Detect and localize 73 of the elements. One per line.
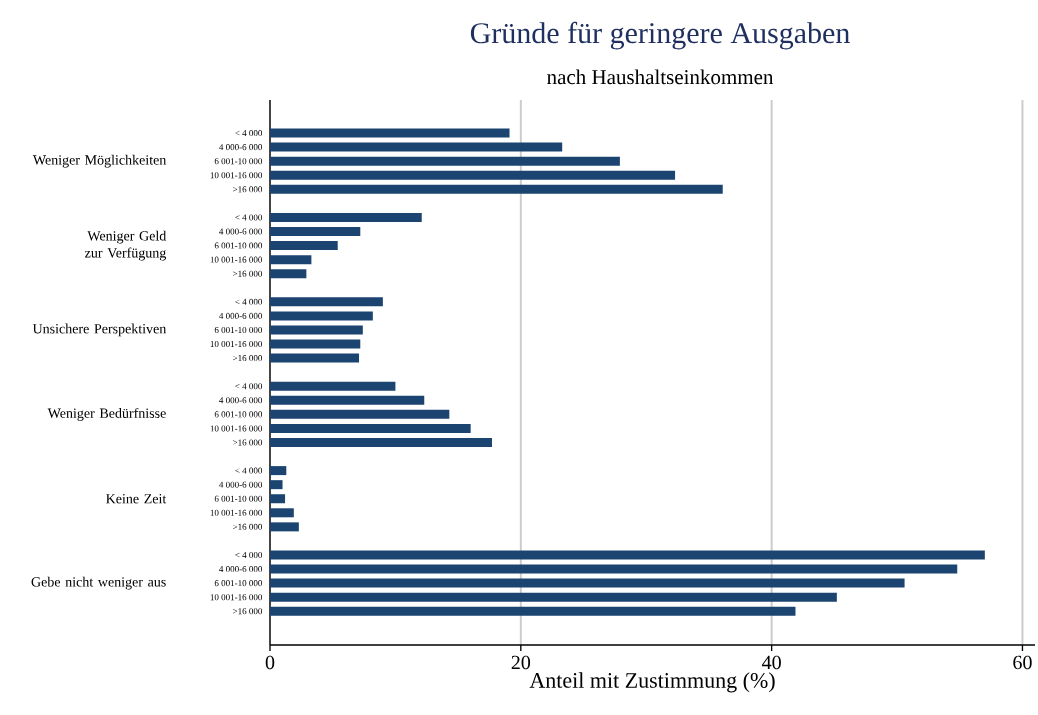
bar <box>270 381 396 391</box>
x-tick-label: 40 <box>762 655 781 670</box>
bar <box>270 550 985 560</box>
y-tick-label: 6 001-10 000 <box>214 158 263 165</box>
bar <box>270 339 361 349</box>
y-tick-label: 4 000-6 000 <box>219 481 263 488</box>
bar <box>270 184 723 194</box>
y-tick-label: 10 001-16 000 <box>210 509 263 516</box>
bar <box>270 142 563 152</box>
text: Weniger Bedürfnisse <box>47 407 166 421</box>
bar <box>270 156 620 166</box>
y-tick-label: 6 001-10 000 <box>214 326 263 333</box>
y-tick-label: < 4 000 <box>235 383 263 390</box>
bar <box>270 353 360 363</box>
bar <box>270 423 471 433</box>
y-tick-label: < 4 000 <box>235 130 263 137</box>
y-tick-label: >16 000 <box>233 439 263 446</box>
bar <box>270 564 958 574</box>
y-tick-label: 4 000-6 000 <box>219 144 263 151</box>
bar <box>270 508 294 518</box>
y-tick-label: 6 001-10 000 <box>214 242 263 249</box>
y-tick-label: >16 000 <box>233 355 263 362</box>
bar <box>270 480 283 490</box>
y-tick-label: 6 001-10 000 <box>214 495 263 502</box>
y-tick-label: 10 001-16 000 <box>210 425 263 432</box>
y-tick-label: < 4 000 <box>235 298 263 305</box>
chart-title: Gründe für geringere Ausgaben <box>470 21 850 50</box>
y-tick-label: >16 000 <box>233 523 263 530</box>
y-tick-label: < 4 000 <box>235 551 263 559</box>
x-tick-label: 60 <box>1013 655 1032 670</box>
y-tick-label: < 4 000 <box>235 214 263 221</box>
y-tick-label: < 4 000 <box>235 467 263 474</box>
y-tick-label: 10 001-16 000 <box>210 594 263 601</box>
bar <box>270 494 286 504</box>
y-tick-label: 4 000-6 000 <box>219 566 263 573</box>
y-tick-label: >16 000 <box>233 270 263 277</box>
x-tick-label: 0 <box>265 655 275 670</box>
bar <box>270 212 422 222</box>
y-tick-label: 10 001-16 000 <box>210 340 263 348</box>
y-tick-label: 6 001-10 000 <box>214 411 263 418</box>
y-tick-label: 4 000-6 000 <box>219 312 263 319</box>
text: Weniger Möglichkeiten <box>32 154 167 168</box>
bar <box>270 395 425 405</box>
bar <box>270 325 363 335</box>
y-tick-label: 10 001-16 000 <box>210 172 263 179</box>
bar <box>270 522 299 532</box>
y-tick-label: >16 000 <box>233 608 263 615</box>
y-tick-label: 4 000-6 000 <box>219 228 263 235</box>
text: Keine Zeit <box>106 494 167 504</box>
bar <box>270 227 361 237</box>
chart-subtitle: nach Haushaltseinkommen <box>547 69 774 85</box>
bar <box>270 409 450 419</box>
x-axis-title: Anteil mit Zustimmung (%) <box>529 672 775 693</box>
bar <box>270 128 510 138</box>
y-tick-label: >16 000 <box>233 186 263 193</box>
y-tick-label: 10 001-16 000 <box>210 256 263 263</box>
bar <box>270 606 796 616</box>
text: Gebe nicht weniger aus <box>31 576 166 590</box>
text: Unsichere Perspektiven <box>32 323 167 337</box>
bar <box>270 170 676 180</box>
text: Weniger Geld zur Verfügung <box>85 230 167 261</box>
bar <box>270 592 837 602</box>
y-tick-label: 4 000-6 000 <box>219 397 263 404</box>
bar <box>270 269 307 279</box>
bar <box>270 466 287 476</box>
bar <box>270 241 338 251</box>
bar <box>270 255 312 265</box>
x-tick-label: 20 <box>511 655 531 670</box>
bar <box>270 578 905 588</box>
bar <box>270 297 383 307</box>
bar <box>270 437 492 447</box>
bar <box>270 311 373 321</box>
y-tick-label: 6 001-10 000 <box>214 580 263 587</box>
